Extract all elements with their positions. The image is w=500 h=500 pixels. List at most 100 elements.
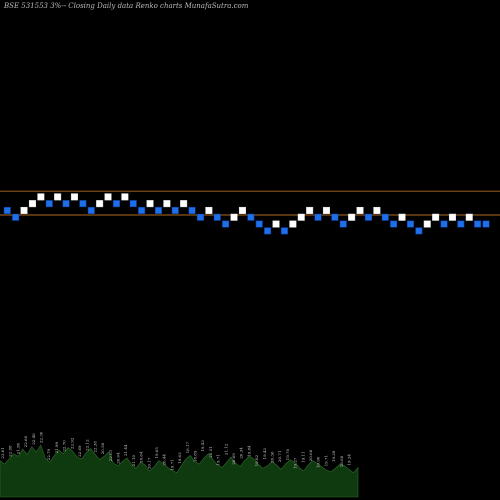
renko-brick-27-up — [230, 213, 238, 221]
renko-brick-1-down — [12, 213, 20, 221]
tick-label-3: 22.66 — [23, 435, 28, 447]
renko-brick-37-down — [314, 213, 322, 221]
renko-brick-31-down — [264, 227, 272, 235]
renko-brick-28-up — [238, 206, 246, 214]
tick-label-7: 21.99 — [54, 441, 59, 453]
chart-caption: BSE 531553 3%-- Closing Daily data Renko… — [4, 2, 249, 10]
tick-label-13: 20.58 — [100, 442, 105, 454]
renko-brick-14-up — [121, 193, 129, 201]
renko-brick-38-up — [322, 206, 330, 214]
tick-label-29: 21.12 — [223, 443, 228, 455]
renko-brick-24-up — [205, 206, 213, 214]
renko-brick-10-down — [87, 206, 95, 214]
renko-brick-56-down — [474, 220, 482, 228]
tick-label-40: 20.68 — [308, 449, 313, 461]
renko-brick-26-down — [222, 220, 230, 228]
renko-brick-34-up — [289, 220, 297, 228]
renko-brick-9-down — [79, 200, 87, 208]
tick-label-4: 22.48 — [31, 433, 36, 445]
renko-brick-42-up — [356, 206, 364, 214]
renko-brick-13-down — [112, 200, 120, 208]
renko-brick-36-up — [306, 206, 314, 214]
renko-brick-41-up — [348, 213, 356, 221]
renko-brick-5-down — [45, 200, 53, 208]
renko-brick-21-up — [180, 200, 188, 208]
renko-brick-46-down — [390, 220, 398, 228]
tick-label-42: 19.71 — [323, 455, 328, 466]
renko-brick-22-down — [188, 206, 196, 214]
tick-label-26: 19.43 — [200, 440, 205, 452]
renko-brick-19-up — [163, 200, 171, 208]
renko-brick-30-down — [255, 220, 263, 228]
renko-brick-52-down — [440, 220, 448, 228]
tick-label-35: 20.36 — [270, 451, 275, 463]
renko-brick-48-down — [406, 220, 414, 228]
renko-brick-32-up — [272, 220, 280, 228]
tick-label-1: 22.88 — [8, 445, 13, 457]
tick-label-17: 21.10 — [131, 454, 136, 466]
tick-label-11: 22.12 — [85, 439, 90, 451]
tick-label-19: 20.17 — [146, 457, 151, 469]
renko-brick-4-up — [37, 193, 45, 201]
tick-label-31: 20.34 — [239, 447, 244, 459]
renko-brick-23-down — [196, 213, 204, 221]
renko-brick-0-down — [3, 206, 11, 214]
renko-brick-50-up — [423, 220, 431, 228]
tick-label-34: 19.43 — [262, 448, 267, 460]
renko-brick-3-up — [28, 200, 36, 208]
tick-label-44: 18.68 — [339, 455, 344, 467]
renko-brick-25-down — [213, 213, 221, 221]
renko-brick-43-down — [364, 213, 372, 221]
tick-label-9: 22.92 — [69, 437, 74, 449]
renko-brick-44-up — [373, 206, 381, 214]
tick-label-12: 22.38 — [92, 441, 97, 453]
renko-brick-53-up — [448, 213, 456, 221]
tick-label-15: 20.04 — [116, 452, 121, 464]
tick-label-33: 19.82 — [254, 454, 259, 466]
renko-brick-29-down — [247, 213, 255, 221]
renko-brick-6-up — [54, 193, 62, 201]
tick-label-28: 19.71 — [216, 454, 221, 465]
tick-label-23: 19.63 — [177, 452, 182, 464]
renko-brick-12-up — [104, 193, 112, 201]
tick-label-24: 18.17 — [185, 441, 190, 453]
renko-brick-16-down — [138, 206, 146, 214]
renko-brick-17-up — [146, 200, 154, 208]
tick-label-14: 22.61 — [108, 450, 113, 461]
volume-area — [0, 444, 359, 498]
renko-brick-54-down — [457, 220, 465, 228]
renko-brick-11-up — [96, 200, 104, 208]
tick-label-6: 22.79 — [46, 448, 51, 460]
tick-label-2: 21.90 — [15, 442, 20, 454]
tick-label-0: 23.61 — [0, 447, 5, 458]
tick-label-43: 19.39 — [331, 450, 336, 462]
tick-label-25: 18.89 — [193, 450, 198, 462]
renko-brick-57-down — [482, 220, 490, 228]
tick-label-36: 20.71 — [277, 451, 282, 462]
tick-label-18: 20.64 — [139, 451, 144, 463]
tick-label-30: 20.69 — [231, 453, 236, 465]
renko-brick-18-down — [154, 206, 162, 214]
tick-label-8: 22.70 — [62, 440, 67, 452]
tick-label-10: 22.69 — [77, 445, 82, 457]
renko-brick-15-down — [129, 200, 137, 208]
renko-brick-45-down — [381, 213, 389, 221]
tick-label-27: 20.51 — [208, 446, 213, 457]
renko-brick-40-down — [339, 220, 347, 228]
tick-label-45: 19.34 — [347, 454, 352, 466]
tick-label-38: 19.27 — [293, 457, 298, 469]
tick-label-41: 19.90 — [316, 456, 321, 468]
tick-label-39: 19.11 — [300, 451, 305, 462]
renko-brick-7-down — [62, 200, 70, 208]
renko-brick-51-up — [432, 213, 440, 221]
tick-label-37: 19.70 — [285, 448, 290, 460]
renko-brick-47-up — [398, 213, 406, 221]
tick-label-16: 21.44 — [123, 444, 128, 456]
tick-label-22: 19.71 — [169, 459, 174, 470]
tick-label-20: 19.65 — [154, 447, 159, 459]
tick-label-21: 20.44 — [162, 454, 167, 466]
renko-brick-2-up — [20, 206, 28, 214]
tick-label-5: 22.30 — [39, 431, 44, 443]
